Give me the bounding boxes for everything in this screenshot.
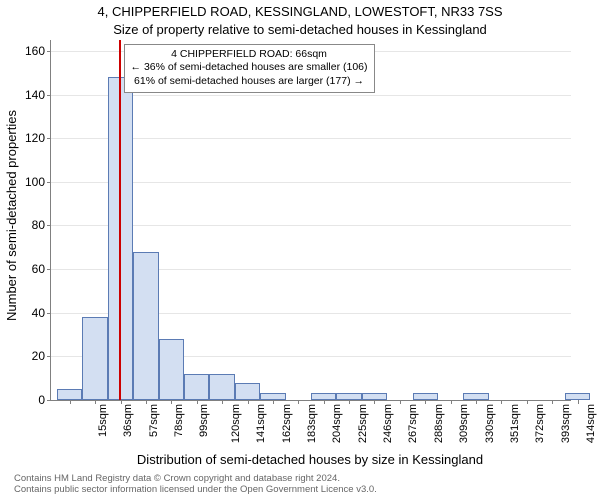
xtick-label: 36sqm <box>122 404 134 437</box>
ytick-mark <box>47 313 51 314</box>
plot-area: 02040608010012014016015sqm36sqm57sqm78sq… <box>50 40 571 401</box>
xtick-mark <box>451 400 452 404</box>
chart-subtitle: Size of property relative to semi-detach… <box>0 22 600 37</box>
xtick-mark <box>374 400 375 404</box>
annotation-line: 4 CHIPPERFIELD ROAD: 66sqm <box>131 48 368 62</box>
xtick-label: 183sqm <box>306 404 318 443</box>
histogram-bar <box>82 317 107 400</box>
ytick-mark <box>47 225 51 226</box>
xtick-mark <box>197 400 198 404</box>
footnote-line-2: Contains public sector information licen… <box>14 485 377 496</box>
ytick-label: 160 <box>25 44 45 58</box>
ytick-label: 120 <box>25 131 45 145</box>
annotation-line: 61% of semi-detached houses are larger (… <box>131 75 368 89</box>
xtick-mark <box>171 400 172 404</box>
x-axis-label: Distribution of semi-detached houses by … <box>50 452 570 467</box>
xtick-mark <box>248 400 249 404</box>
annotation-box: 4 CHIPPERFIELD ROAD: 66sqm← 36% of semi-… <box>124 44 375 93</box>
xtick-label: 15sqm <box>97 404 109 437</box>
ytick-label: 100 <box>25 175 45 189</box>
xtick-label: 120sqm <box>230 404 242 443</box>
ytick-mark <box>47 51 51 52</box>
xtick-mark <box>121 400 122 404</box>
xtick-mark <box>425 400 426 404</box>
xtick-label: 225sqm <box>357 404 369 443</box>
xtick-label: 351sqm <box>509 404 521 443</box>
xtick-mark <box>95 400 96 404</box>
ytick-mark <box>47 138 51 139</box>
ytick-label: 0 <box>38 393 45 407</box>
chart-supertitle: 4, CHIPPERFIELD ROAD, KESSINGLAND, LOWES… <box>0 4 600 19</box>
footnote: Contains HM Land Registry data © Crown c… <box>14 474 377 496</box>
xtick-label: 330sqm <box>484 404 496 443</box>
xtick-label: 288sqm <box>433 404 445 443</box>
ytick-label: 40 <box>32 306 45 320</box>
xtick-label: 99sqm <box>198 404 210 437</box>
chart-container: 4, CHIPPERFIELD ROAD, KESSINGLAND, LOWES… <box>0 0 600 500</box>
xtick-mark <box>349 400 350 404</box>
xtick-mark <box>552 400 553 404</box>
xtick-mark <box>146 400 147 404</box>
histogram-bar <box>209 374 234 400</box>
xtick-label: 246sqm <box>382 404 394 443</box>
xtick-label: 57sqm <box>148 404 160 437</box>
y-axis-label-text: Number of semi-detached properties <box>4 110 19 321</box>
histogram-bar <box>133 252 158 400</box>
xtick-label: 372sqm <box>535 404 547 443</box>
xtick-label: 393sqm <box>560 404 572 443</box>
xtick-mark <box>298 400 299 404</box>
histogram-bar <box>57 389 82 400</box>
ytick-label: 20 <box>32 349 45 363</box>
xtick-mark <box>273 400 274 404</box>
xtick-label: 267sqm <box>408 404 420 443</box>
xtick-mark <box>70 400 71 404</box>
xtick-label: 141sqm <box>255 404 267 443</box>
ytick-mark <box>47 182 51 183</box>
xtick-mark <box>222 400 223 404</box>
ytick-mark <box>47 95 51 96</box>
annotation-line: ← 36% of semi-detached houses are smalle… <box>131 61 368 75</box>
ytick-label: 140 <box>25 88 45 102</box>
y-axis-label: Number of semi-detached properties <box>2 0 20 430</box>
marker-line <box>119 40 121 400</box>
xtick-label: 78sqm <box>173 404 185 437</box>
xtick-mark <box>324 400 325 404</box>
ytick-label: 80 <box>32 218 45 232</box>
histogram-bar <box>235 383 260 400</box>
ytick-mark <box>47 356 51 357</box>
xtick-label: 162sqm <box>281 404 293 443</box>
histogram-bar <box>159 339 184 400</box>
xtick-mark <box>501 400 502 404</box>
xtick-label: 414sqm <box>585 404 597 443</box>
xtick-label: 204sqm <box>331 404 343 443</box>
ytick-mark <box>47 400 51 401</box>
xtick-label: 309sqm <box>458 404 470 443</box>
ytick-label: 60 <box>32 262 45 276</box>
xtick-mark <box>578 400 579 404</box>
histogram-bar <box>184 374 209 400</box>
ytick-mark <box>47 269 51 270</box>
xtick-mark <box>400 400 401 404</box>
xtick-mark <box>476 400 477 404</box>
xtick-mark <box>527 400 528 404</box>
